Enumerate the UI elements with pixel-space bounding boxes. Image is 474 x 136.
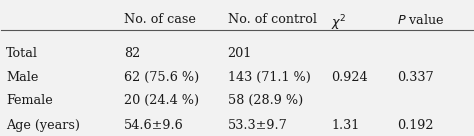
Text: 0.337: 0.337 [397,71,434,84]
Text: Total: Total [6,47,38,60]
Text: $\chi^2$: $\chi^2$ [331,13,346,33]
Text: 143 (71.1 %): 143 (71.1 %) [228,71,310,84]
Text: 53.3±9.7: 53.3±9.7 [228,119,287,132]
Text: 20 (24.4 %): 20 (24.4 %) [124,94,199,107]
Text: Age (years): Age (years) [6,119,80,132]
Text: Female: Female [6,94,53,107]
Text: 0.924: 0.924 [331,71,368,84]
Text: No. of case: No. of case [124,13,196,26]
Text: Male: Male [6,71,38,84]
Text: 54.6±9.6: 54.6±9.6 [124,119,183,132]
Text: 58 (28.9 %): 58 (28.9 %) [228,94,303,107]
Text: $P$ value: $P$ value [397,13,445,27]
Text: 82: 82 [124,47,140,60]
Text: 0.192: 0.192 [397,119,434,132]
Text: 62 (75.6 %): 62 (75.6 %) [124,71,199,84]
Text: No. of control: No. of control [228,13,317,26]
Text: 201: 201 [228,47,252,60]
Text: 1.31: 1.31 [331,119,359,132]
